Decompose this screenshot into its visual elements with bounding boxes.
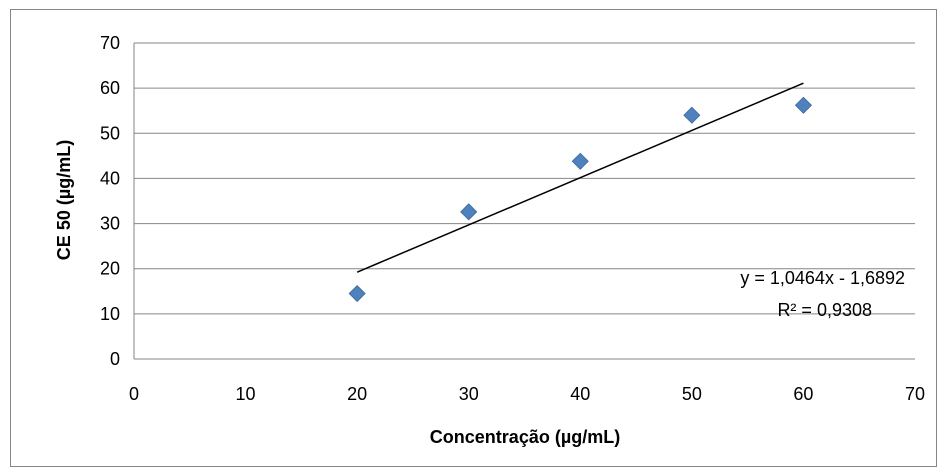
y-tick-label: 50 <box>100 123 120 143</box>
data-point <box>348 284 366 303</box>
x-tick-label: 30 <box>459 384 479 404</box>
data-points <box>348 96 812 303</box>
r-squared-label: R² = 0,9308 <box>777 300 872 320</box>
y-tick-label: 70 <box>100 33 120 53</box>
y-tick-label: 30 <box>100 214 120 234</box>
axes <box>133 43 915 360</box>
y-tick-label: 40 <box>100 168 120 188</box>
data-point <box>794 96 812 114</box>
trendline-equation: y = 1,0464x - 1,6892 <box>740 268 905 288</box>
y-tick-label: 60 <box>100 78 120 98</box>
x-tick-label: 60 <box>793 384 813 404</box>
tick-labels: 0 10 20 30 40 50 60 70 0 10 20 30 40 50 60 70 <box>100 33 925 404</box>
x-tick-label: 20 <box>347 384 367 404</box>
data-point <box>460 203 478 221</box>
trendline-layer <box>356 82 804 273</box>
data-point <box>683 106 701 124</box>
y-tick-label: 0 <box>110 349 120 369</box>
x-axis-title: Concentração (µg/mL) <box>430 427 620 447</box>
x-tick-label: 50 <box>682 384 702 404</box>
y-tick-label: 20 <box>100 259 120 279</box>
x-tick-label: 40 <box>570 384 590 404</box>
trendline <box>356 82 804 273</box>
gridlines <box>134 42 915 315</box>
x-tick-label: 10 <box>236 384 256 404</box>
x-tick-label: 70 <box>905 384 925 404</box>
data-point <box>571 152 589 170</box>
x-tick-label: 0 <box>129 384 139 404</box>
y-axis-title: CE 50 (µg/mL) <box>54 140 74 260</box>
chart-frame <box>10 9 937 467</box>
y-tick-label: 10 <box>100 304 120 324</box>
